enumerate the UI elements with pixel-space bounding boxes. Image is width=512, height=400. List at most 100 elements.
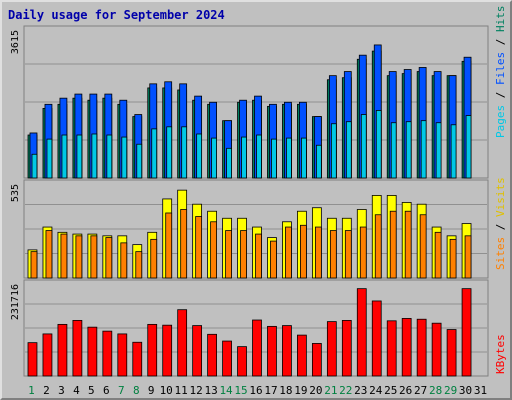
bar-hits-day-10 (166, 126, 173, 179)
bar-hits-day-24 (375, 110, 382, 179)
axis-legend-1: Pages / Files / Hits (494, 6, 507, 139)
bar-hits-day-4 (76, 134, 83, 179)
bar-hits-day-17 (271, 138, 277, 179)
day-label-30: 30 (459, 384, 472, 397)
legend-hits: Hits (494, 6, 507, 33)
bar-sites-day-19 (300, 224, 307, 279)
bar-kbytes-day-28 (431, 322, 442, 377)
ymax-label-2: 535 (10, 184, 21, 202)
bar-sites-day-15 (240, 230, 247, 279)
bar-sites-day-4 (75, 235, 83, 279)
bar-sites-day-25 (389, 210, 397, 279)
bar-hits-day-12 (196, 133, 203, 179)
bar-kbytes-day-14 (222, 340, 232, 377)
bar-sites-day-3 (60, 233, 68, 279)
day-label-23: 23 (354, 384, 367, 397)
bar-hits-day-21 (330, 123, 337, 179)
bar-kbytes-day-1 (27, 342, 38, 377)
bar-kbytes-day-21 (326, 321, 337, 377)
bar-kbytes-day-2 (42, 333, 53, 377)
day-label-19: 19 (294, 384, 307, 397)
bar-kbytes-day-19 (297, 334, 307, 377)
legend-sites: Sites (494, 237, 507, 270)
bar-kbytes-day-13 (207, 333, 217, 377)
legend-visits: Visits (494, 177, 507, 217)
day-label-3: 3 (58, 384, 65, 397)
day-label-16: 16 (249, 384, 262, 397)
day-label-4: 4 (73, 384, 80, 397)
bar-sites-day-7 (120, 242, 128, 279)
bar-sites-day-30 (464, 235, 472, 279)
bar-hits-day-3 (61, 134, 68, 179)
bar-kbytes-day-12 (192, 325, 203, 377)
day-label-17: 17 (264, 384, 277, 397)
bar-kbytes-day-24 (371, 300, 382, 377)
bar-sites-day-12 (195, 216, 203, 279)
day-label-13: 13 (204, 384, 217, 397)
bar-sites-day-20 (314, 226, 322, 279)
day-label-15: 15 (234, 384, 247, 397)
bar-sites-day-18 (285, 226, 292, 279)
bar-kbytes-day-15 (237, 346, 247, 377)
bar-kbytes-day-20 (311, 343, 322, 377)
bar-sites-day-8 (135, 251, 143, 279)
legend-sep-3: / (494, 217, 507, 237)
day-label-29: 29 (444, 384, 457, 397)
bar-sites-day-2 (45, 230, 53, 279)
bar-hits-day-16 (256, 134, 262, 179)
bar-hits-day-15 (241, 136, 247, 179)
day-label-18: 18 (279, 384, 292, 397)
bar-hits-day-9 (151, 128, 158, 179)
bar-sites-day-17 (270, 240, 277, 279)
day-label-22: 22 (339, 384, 352, 397)
bar-hits-day-11 (181, 126, 188, 179)
legend-sep-2: / (494, 32, 507, 52)
bar-hits-day-28 (435, 122, 442, 179)
bar-hits-day-14 (226, 147, 232, 179)
day-label-7: 7 (118, 384, 125, 397)
bar-hits-day-25 (390, 122, 397, 179)
day-label-20: 20 (309, 384, 322, 397)
bar-sites-day-11 (180, 209, 188, 279)
bar-hits-day-27 (420, 120, 427, 179)
bar-hits-day-13 (211, 137, 217, 179)
bar-hits-day-7 (121, 136, 128, 179)
bar-kbytes-day-16 (252, 319, 262, 377)
day-label-6: 6 (103, 384, 110, 397)
bar-hits-day-18 (286, 137, 292, 179)
bar-sites-day-1 (30, 251, 38, 279)
bar-sites-day-28 (434, 231, 442, 279)
bar-sites-day-22 (344, 230, 352, 279)
bar-hits-day-30 (465, 115, 472, 179)
bar-kbytes-day-6 (102, 330, 113, 377)
bar-kbytes-day-5 (87, 326, 98, 377)
bar-hits-day-20 (315, 144, 322, 179)
bar-kbytes-day-3 (57, 323, 68, 377)
bar-hits-day-23 (360, 114, 367, 179)
chart-title: Daily usage for September 2024 (8, 8, 225, 22)
day-label-27: 27 (414, 384, 427, 397)
bar-hits-day-22 (345, 121, 352, 179)
day-label-10: 10 (160, 384, 173, 397)
legend-files: Files (494, 52, 507, 85)
bar-hits-day-2 (46, 138, 53, 179)
bar-kbytes-day-22 (341, 320, 352, 377)
bar-sites-day-13 (210, 221, 217, 279)
bar-kbytes-day-4 (72, 320, 83, 377)
day-label-12: 12 (190, 384, 203, 397)
bar-kbytes-day-30 (461, 288, 472, 377)
legend-sep-1: / (494, 85, 507, 105)
day-label-21: 21 (324, 384, 337, 397)
bar-hits-day-19 (301, 137, 307, 179)
day-label-28: 28 (429, 384, 442, 397)
bar-kbytes-day-9 (147, 323, 158, 377)
ymax-label-3: 231716 (10, 284, 21, 320)
bar-kbytes-day-26 (401, 318, 412, 377)
bar-hits-day-26 (405, 121, 412, 179)
day-label-31: 31 (474, 384, 487, 397)
day-label-26: 26 (399, 384, 412, 397)
ymax-label-1: 3615 (10, 30, 21, 54)
bar-sites-day-5 (90, 235, 98, 279)
